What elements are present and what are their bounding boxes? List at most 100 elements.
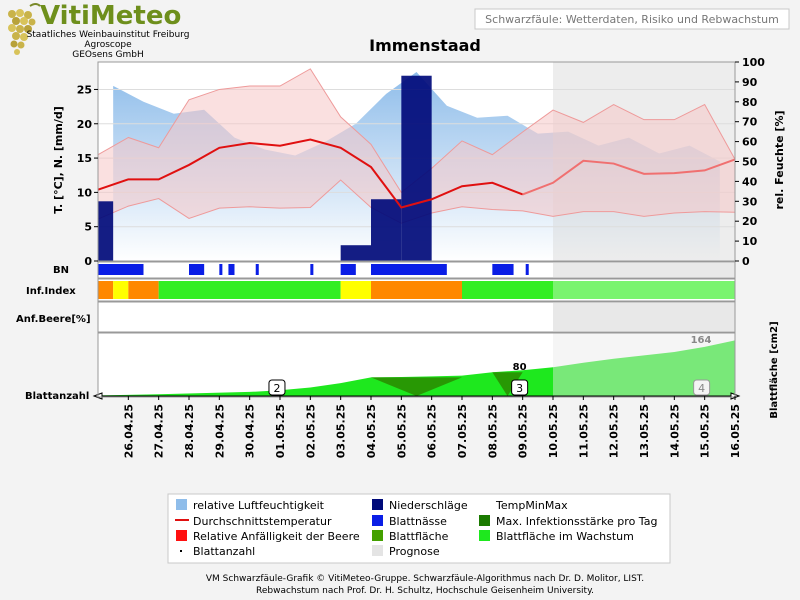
temp-avg-line	[97, 138, 524, 209]
leaf-wetness-1	[189, 264, 205, 275]
leaf-wetness-6	[340, 264, 356, 275]
x-tick-label: 10.05.25	[547, 404, 560, 458]
leaf-wetness-5	[310, 264, 314, 275]
leaf-wetness-9	[525, 264, 529, 275]
x-tick-label: 29.04.25	[213, 404, 226, 458]
y-right-tick-label: 60	[742, 136, 758, 149]
legend-leafgrow: Blattfläche im Wachstum	[496, 530, 634, 543]
leaf-count-value: 80	[513, 362, 527, 373]
legend-tempminmax: TempMinMax	[495, 499, 568, 512]
x-tick-label: 02.05.25	[304, 404, 317, 458]
legend: relative Luftfeuchtigkeit Durchschnittst…	[167, 493, 671, 564]
blattanzahl-label: Blattanzahl	[25, 391, 89, 402]
x-tick-label: 05.05.25	[395, 404, 408, 458]
leaf-wetness-7	[371, 264, 447, 275]
x-tick-label: 12.05.25	[608, 404, 621, 458]
precip-bar-2	[371, 199, 402, 261]
org-line-3: GEOsens GmbH	[72, 50, 143, 60]
leaf-count-label-2: 4	[698, 382, 705, 395]
leaf-area-growth	[98, 340, 735, 396]
legend-swatch-leafcount	[180, 550, 182, 552]
x-tick-label: 28.04.25	[183, 404, 196, 458]
y-left-tick-label: 10	[77, 186, 93, 199]
leaf-wetness-0	[98, 264, 144, 275]
leaf-count-label-1: 3	[516, 382, 523, 395]
y-right-tick-label: 80	[742, 96, 758, 109]
inf-index-6	[462, 281, 735, 299]
legend-leafarea: Blattfläche	[389, 530, 449, 543]
inf-index-5	[371, 281, 462, 299]
inf-forecast	[553, 280, 735, 300]
x-tick-label: 07.05.25	[456, 404, 469, 458]
legend-leafcount: Blattanzahl	[193, 545, 255, 558]
legend-swatch-maxinf	[479, 515, 490, 526]
x-tick-label: 06.05.25	[426, 404, 439, 458]
leaf-wetness-8	[492, 264, 514, 275]
blattflaeche-label: Blattfläche [cm2]	[769, 321, 780, 418]
y-right-tick-label: 10	[742, 235, 758, 248]
anf-forecast	[553, 303, 735, 331]
y-right-tick-label: 50	[742, 156, 758, 169]
precip-bar-1	[340, 245, 371, 261]
footer-line-1: VM Schwarzfäule-Grafik © VitiMeteo-Grupp…	[206, 574, 644, 584]
x-tick-label: 15.05.25	[699, 404, 712, 458]
leaf-count-label-0: 2	[273, 382, 280, 395]
x-tick-label: 08.05.25	[486, 404, 499, 458]
inf-index-4	[340, 281, 371, 299]
grape-icon	[8, 3, 41, 55]
leaf-count-box-1	[511, 379, 529, 396]
footer-line-2: Rebwachstum nach Prof. Dr. H. Schultz, H…	[256, 586, 594, 596]
subtitle: Schwarzfäule: Wetterdaten, Risiko und Re…	[485, 13, 779, 26]
legend-swatch-forecast	[372, 545, 383, 556]
org-line-2: Agroscope	[84, 40, 132, 50]
y-left-tick-label: 5	[84, 221, 92, 234]
x-tick-label: 27.04.25	[153, 404, 166, 458]
leaf-wetness-3	[228, 264, 235, 275]
logo-text: VitiMeteo	[40, 1, 181, 31]
legend-temp: Durchschnittstemperatur	[193, 515, 332, 528]
y-left-tick-label: 20	[77, 118, 93, 131]
leaf-area-value: 164	[691, 335, 712, 346]
y-left-tick-label: 0	[84, 255, 92, 268]
legend-swatch-leafwet	[372, 515, 383, 526]
bn-forecast	[553, 263, 735, 277]
x-tick-label: 14.05.25	[668, 404, 681, 458]
x-tick-label: 30.04.25	[244, 404, 257, 458]
legend-humidity: relative Luftfeuchtigkeit	[193, 499, 325, 512]
legend-berry: Relative Anfälligkeit der Beere	[193, 530, 360, 543]
legend-swatch-leafgrow	[479, 530, 490, 541]
x-tick-label: 01.05.25	[274, 404, 287, 458]
y-left-label: T. [°C], N. [mm/d]	[52, 106, 65, 214]
legend-swatch-berry	[176, 530, 187, 541]
org-line-1: Staatliches Weinbauinstitut Freiburg	[27, 30, 190, 40]
leaf-wetness-4	[255, 264, 259, 275]
y-right-label: rel. Feuchte [%]	[773, 111, 786, 210]
leaf-count-box-2	[693, 379, 711, 396]
x-tick-label: 16.05.25	[729, 404, 742, 458]
inf-index-0	[98, 281, 114, 299]
x-tick-label: 26.04.25	[122, 404, 135, 458]
x-tick-label: 04.05.25	[365, 404, 378, 458]
leaf-count-box-0	[268, 379, 286, 396]
legend-precip: Niederschläge	[389, 499, 468, 512]
legend-swatch-humidity	[176, 499, 187, 510]
legend-leafwet: Blattnässe	[389, 515, 447, 528]
legend-swatch-leafarea	[372, 530, 383, 541]
inf-index-3	[158, 281, 341, 299]
y-right-tick-label: 40	[742, 175, 758, 188]
legend-swatch-precip	[372, 499, 383, 510]
x-tick-label: 11.05.25	[577, 404, 590, 458]
chart-title: Immenstaad	[369, 36, 481, 55]
precip-bar-3	[401, 75, 432, 261]
x-tick-label: 03.05.25	[335, 404, 348, 458]
infection-max-triangle-0	[371, 377, 462, 396]
legend-maxinf: Max. Infektionsstärke pro Tag	[496, 515, 657, 528]
y-right-tick-label: 70	[742, 116, 758, 129]
y-left-tick-label: 15	[77, 152, 92, 165]
inf-label: Inf.Index	[26, 286, 76, 297]
x-tick-label: 13.05.25	[638, 404, 651, 458]
subtitle-box	[474, 8, 790, 30]
anf-label: Anf.Beere[%]	[16, 314, 91, 325]
inf-index-1	[113, 281, 129, 299]
